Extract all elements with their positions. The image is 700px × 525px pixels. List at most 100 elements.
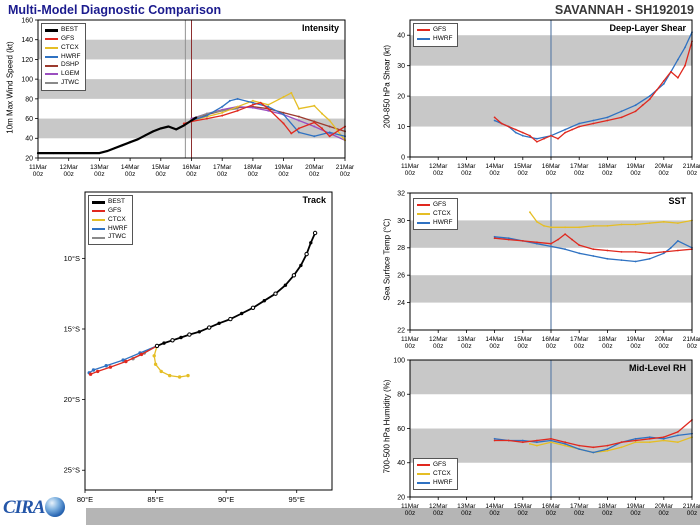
- shear-point: [634, 110, 637, 113]
- track-point: [197, 330, 201, 334]
- rh-point: [662, 436, 665, 438]
- sst-xtick-label: 21Mar: [683, 336, 700, 343]
- rh-ytick-label: 40: [397, 460, 405, 467]
- legend-item-hwrf: HWRF: [417, 219, 453, 228]
- shear-xtick-label: 00z: [659, 170, 669, 177]
- panel-title-sst: SST: [668, 196, 686, 206]
- shear-point: [493, 116, 496, 119]
- shear-point: [500, 122, 503, 125]
- track-point: [124, 359, 128, 364]
- intensity-point: [328, 125, 331, 128]
- sst-xtick-label: 00z: [518, 343, 528, 350]
- shear-point: [648, 98, 651, 101]
- footer-bar: [86, 508, 700, 525]
- rh-point: [677, 434, 679, 437]
- sst-point: [620, 251, 623, 253]
- legend-item-jtwc: JTWC: [45, 79, 81, 88]
- intensity-point: [221, 105, 224, 108]
- sst-ytick-label: 26: [397, 273, 405, 280]
- rh-xtick-label: 00z: [518, 510, 528, 517]
- legend-swatch: [45, 46, 58, 49]
- track-xtick-label: 95°E: [289, 495, 305, 504]
- intensity-point: [175, 128, 178, 131]
- rh-xtick-label: 13Mar: [457, 503, 476, 510]
- panel-title-rh: Mid-Level RH: [628, 363, 686, 373]
- rh-point: [493, 437, 496, 440]
- intensity-point: [167, 125, 170, 128]
- track-point: [207, 325, 212, 330]
- sst-point: [536, 241, 538, 244]
- sst-point: [670, 246, 672, 249]
- sst-point: [648, 257, 651, 260]
- shear-point: [641, 104, 644, 107]
- legend-item-gfs: GFS: [417, 26, 453, 35]
- sst-point: [606, 225, 609, 227]
- rh-point: [536, 441, 538, 444]
- track-point: [262, 299, 266, 303]
- rh-point: [634, 437, 637, 440]
- sst-point: [677, 249, 679, 252]
- rh-point: [507, 439, 510, 442]
- legend-label: CTCX: [433, 209, 451, 217]
- legend-item-hwrf: HWRF: [417, 479, 453, 488]
- intensity-ytick-label: 140: [21, 37, 33, 44]
- sst-xtick-label: 00z: [630, 343, 640, 350]
- track-xtick-label: 85°E: [147, 495, 163, 504]
- rh-point: [648, 436, 651, 438]
- shear-point: [606, 116, 609, 119]
- shear-point: [529, 134, 531, 137]
- track-ytick-label: 25°S: [64, 466, 80, 475]
- intensity-point: [251, 103, 254, 106]
- intensity-point: [113, 147, 116, 150]
- intensity-point: [328, 131, 331, 134]
- track-ytick-label: 20°S: [64, 395, 80, 404]
- legend-item-ctcx: CTCX: [92, 216, 128, 225]
- rh-xtick-label: 17Mar: [570, 503, 589, 510]
- shear-xtick-label: 00z: [602, 170, 612, 177]
- legend-label: HWRF: [433, 218, 453, 226]
- rh-xtick-label: 18Mar: [598, 503, 617, 510]
- rh-xtick-label: 00z: [433, 510, 443, 517]
- legend-item-best: BEST: [92, 198, 128, 207]
- legend-item-dshp: DSHP: [45, 61, 81, 70]
- intensity-xtick-label: 00z: [186, 171, 196, 178]
- intensity-series-best: [36, 116, 198, 155]
- sst-ytick-label: 30: [397, 218, 405, 225]
- intensity-point: [282, 111, 285, 114]
- rh-point: [564, 441, 566, 444]
- intensity-xtick-label: 00z: [309, 171, 319, 178]
- shear-xtick-label: 00z: [574, 170, 584, 177]
- track-point: [217, 321, 221, 325]
- intensity-point: [129, 141, 132, 144]
- intensity-point: [267, 105, 270, 108]
- track-point: [152, 354, 156, 358]
- panel-title-track: Track: [302, 195, 326, 205]
- shear-xtick-label: 18Mar: [598, 163, 617, 170]
- sst-point: [662, 251, 665, 253]
- intensity-xtick-label: 00z: [94, 171, 104, 178]
- shear-point: [634, 104, 637, 107]
- rh-xtick-label: 00z: [546, 510, 556, 517]
- intensity-point: [297, 107, 300, 110]
- sst-xtick-label: 19Mar: [626, 336, 645, 343]
- intensity-point: [190, 119, 193, 122]
- sst-point: [550, 242, 552, 245]
- track-point: [153, 362, 158, 366]
- sst-point: [662, 252, 665, 255]
- rh-xtick-label: 00z: [602, 510, 612, 517]
- legend-label: CTCX: [433, 469, 451, 477]
- shear-point: [521, 134, 524, 137]
- sst-xtick-label: 00z: [433, 343, 443, 350]
- sst-xtick-label: 18Mar: [598, 336, 617, 343]
- shear-ytick-label: 10: [397, 124, 405, 131]
- shear-point: [514, 131, 517, 134]
- intensity-point: [313, 104, 316, 107]
- rh-point: [564, 443, 566, 445]
- shear-point: [564, 131, 566, 134]
- intensity-xtick-label: 15Mar: [152, 164, 171, 171]
- rh-xtick-label: 12Mar: [429, 503, 448, 510]
- track-xtick-label: 90°E: [218, 495, 234, 504]
- rh-point: [677, 431, 679, 433]
- track-point: [88, 372, 93, 376]
- shear-xtick-label: 00z: [546, 170, 556, 177]
